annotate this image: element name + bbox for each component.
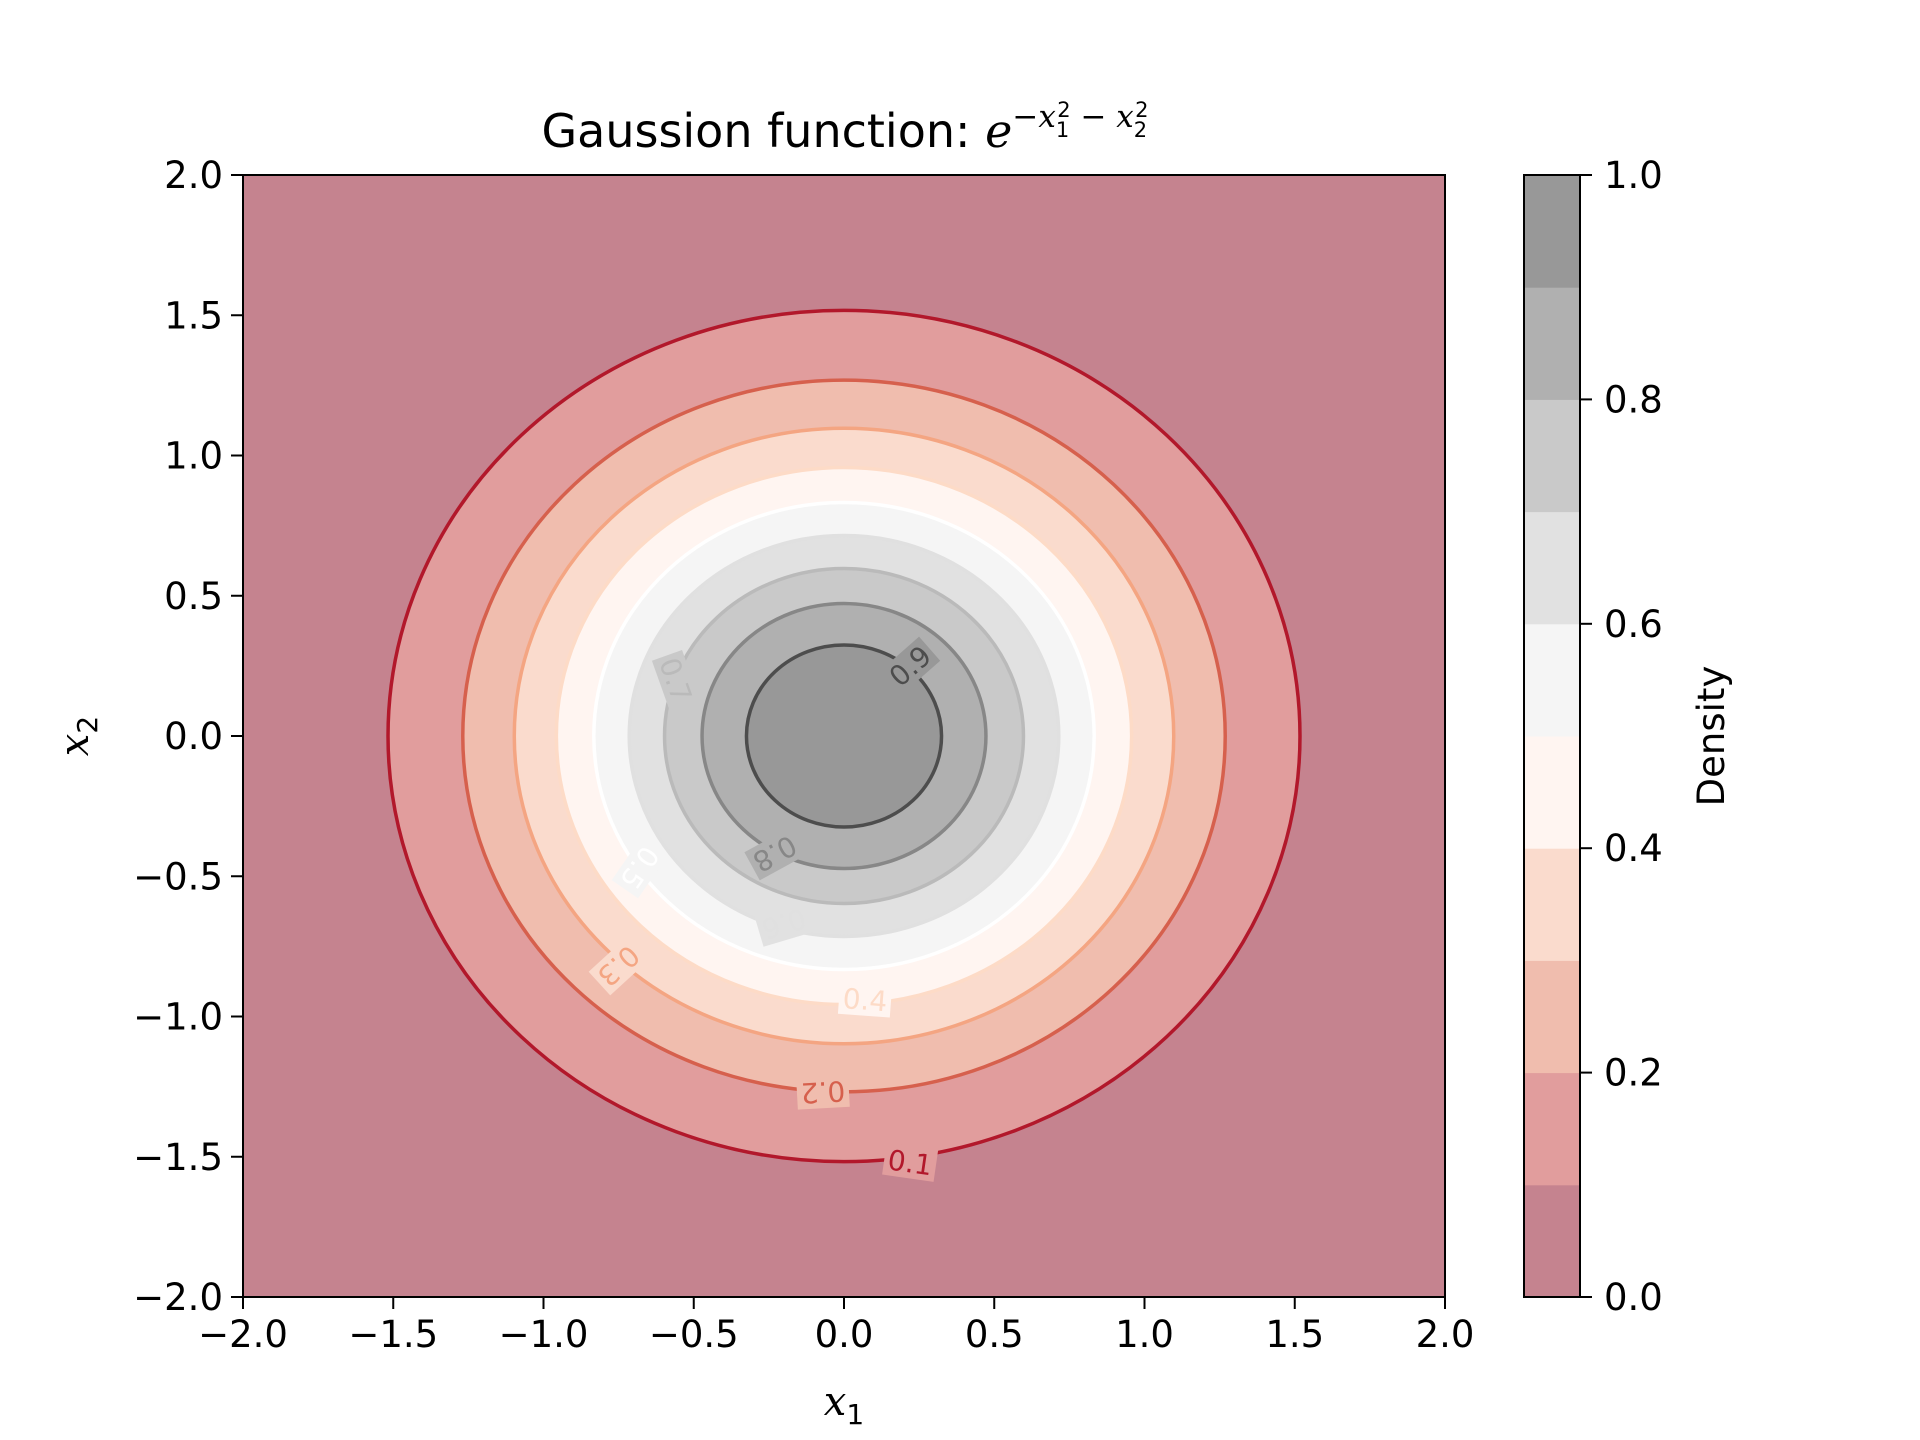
contour-label-bg xyxy=(754,901,814,947)
colorbar-segment-5 xyxy=(1524,623,1580,737)
y-axis-ticks: −2.0 −1.5 −1.0 −0.5 0.0 0.5 1.0 1.5 2.0 xyxy=(133,154,243,1319)
chart-title-text: Gaussion function: xyxy=(541,104,985,158)
colorbar-segment-7 xyxy=(1524,399,1580,513)
x-tick-label: −2.0 xyxy=(198,1313,288,1356)
contour-label-bg xyxy=(880,636,941,696)
chart-title-exp-1: −x xyxy=(1012,99,1056,135)
y-tick-label: 1.0 xyxy=(164,435,223,478)
contour-label-bg xyxy=(837,981,893,1018)
x-tick-label: 2.0 xyxy=(1416,1313,1475,1356)
contour-fills xyxy=(243,175,1445,1297)
y-axis-label: x2 xyxy=(52,716,104,756)
x-tick-label: 1.5 xyxy=(1265,1313,1324,1356)
contour-line-3 xyxy=(512,426,1176,1046)
contour-label-bg xyxy=(611,837,668,899)
colorbar-segment-0 xyxy=(1524,1184,1580,1298)
colorbar-frame xyxy=(1523,174,1581,1298)
contour-label-0.4: 0.4 xyxy=(842,982,889,1018)
colorbar-segment-4 xyxy=(1524,736,1580,849)
y-tick-label: −0.5 xyxy=(133,855,223,898)
chart-title-exp-2-sub: 2 xyxy=(1134,118,1147,142)
colorbar-segment-3 xyxy=(1524,848,1580,961)
colorbar-tick-label: 0.4 xyxy=(1604,827,1663,870)
colorbar-tick-label: 0.2 xyxy=(1604,1052,1663,1095)
colorbar xyxy=(1524,175,1580,1298)
x-tick-label: 1.0 xyxy=(1115,1313,1174,1356)
x-tick-label: −1.5 xyxy=(348,1313,438,1356)
x-tick-label: −0.5 xyxy=(649,1313,739,1356)
y-tick-label: −1.5 xyxy=(133,1136,223,1179)
y-axis-label-var: x xyxy=(52,734,98,757)
contour-label-bg xyxy=(796,1074,850,1110)
contour-line-6 xyxy=(627,533,1061,939)
x-tick-label: −1.0 xyxy=(499,1313,589,1356)
chart-title-exp-1-sup: 2 xyxy=(1057,98,1070,122)
chart-title-exp-2-sup: 2 xyxy=(1135,98,1148,122)
colorbar-segment-2 xyxy=(1524,960,1580,1074)
plot-area xyxy=(243,175,1445,1297)
colorbar-segment-8 xyxy=(1524,287,1580,400)
chart-title: Gaussion function: e−x12 − x22 xyxy=(541,98,1148,158)
contour-line-8 xyxy=(700,601,988,871)
contour-line-5 xyxy=(592,500,1096,972)
colorbar-tick-label: 1.0 xyxy=(1604,154,1663,197)
colorbar-segment-1 xyxy=(1524,1072,1580,1186)
y-tick-label: −2.0 xyxy=(133,1276,223,1319)
colorbar-tick-label: 0.8 xyxy=(1604,378,1663,421)
colorbar-ticks: 0.0 0.2 0.4 0.6 0.8 1.0 xyxy=(1580,154,1663,1319)
colorbar-tick-label: 0.0 xyxy=(1604,1276,1663,1319)
colorbar-segment-9 xyxy=(1524,175,1580,288)
y-tick-label: 2.0 xyxy=(164,154,223,197)
fill-band-9 xyxy=(746,644,942,828)
y-tick-label: 1.5 xyxy=(164,294,223,337)
colorbar-tick-label: 0.6 xyxy=(1604,603,1663,646)
contour-labels: 0.10.20.30.40.50.60.70.80.9 xyxy=(588,636,941,1182)
contour-label-bg xyxy=(744,827,806,881)
contour-lines xyxy=(386,308,1302,1164)
y-tick-label: −1.0 xyxy=(133,996,223,1039)
x-tick-label: 0.0 xyxy=(815,1313,874,1356)
colorbar-label: Density xyxy=(1690,666,1733,807)
contour-line-9 xyxy=(744,643,944,829)
x-tick-label: 0.5 xyxy=(965,1313,1024,1356)
contour-label-0.2: 0.2 xyxy=(800,1074,846,1109)
chart-title-base: e xyxy=(985,104,1012,158)
contour-label-bg xyxy=(588,936,649,996)
contour-line-1 xyxy=(386,308,1302,1164)
x-axis-label: x1 xyxy=(824,1379,864,1431)
x-axis-label-var: x xyxy=(824,1379,847,1425)
y-tick-label: 0.5 xyxy=(164,575,223,618)
chart-title-exp-1-sub: 1 xyxy=(1056,118,1069,142)
contour-line-7 xyxy=(662,566,1026,906)
contour-label-bg xyxy=(882,1142,939,1182)
y-axis-label-sub: 2 xyxy=(71,716,104,734)
contour-label-0.1: 0.1 xyxy=(886,1143,935,1182)
chart-title-exp-2: − x xyxy=(1071,99,1135,135)
x-axis-label-sub: 1 xyxy=(846,1398,864,1431)
y-tick-label: 0.0 xyxy=(164,715,223,758)
contour-label-bg xyxy=(651,650,700,710)
x-axis-ticks: −2.0 −1.5 −1.0 −0.5 0.0 0.5 1.0 1.5 2.0 xyxy=(198,1297,1474,1356)
colorbar-segment-6 xyxy=(1524,511,1580,625)
